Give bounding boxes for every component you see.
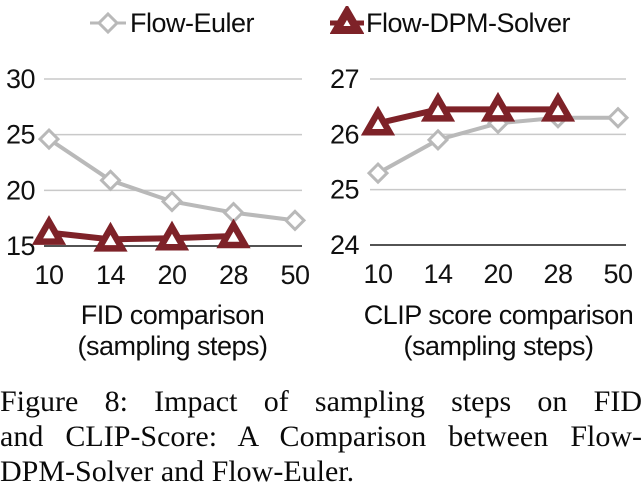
fid-chart-title-line: FID comparison	[80, 300, 265, 330]
y-tick-label: 27	[330, 64, 359, 94]
data-point-marker-diamond	[366, 161, 390, 185]
y-tick-label: 30	[6, 64, 35, 94]
data-point-marker-triangle	[216, 218, 251, 249]
legend-label-flow-euler: Flow-Euler	[130, 7, 255, 38]
data-point-marker-triangle	[360, 105, 396, 136]
clip-chart-subtitle: (sampling steps)	[403, 331, 594, 361]
legend-label-flow-dpm-solver: Flow-DPM-Solver	[366, 7, 571, 38]
x-tick-label: 50	[603, 259, 632, 289]
fid-chart-title: FID comparison (sampling steps)	[30, 300, 315, 362]
x-tick-label: 10	[34, 260, 63, 290]
data-point-marker-diamond	[283, 209, 307, 232]
triangle-marker-icon	[330, 6, 364, 34]
caption-line-3: DPM-Solver and Flow-Euler.	[0, 455, 355, 488]
x-tick-label: 10	[363, 259, 392, 289]
x-tick-label: 14	[423, 259, 453, 289]
data-point-marker-triangle	[540, 91, 576, 122]
series-line-flow-dpm-solver	[48, 229, 234, 243]
y-tick-label: 15	[6, 231, 35, 261]
y-tick-label: 25	[330, 175, 359, 205]
data-point-marker-diamond	[160, 190, 184, 213]
data-point-marker-diamond	[606, 106, 630, 129]
x-tick-label: 20	[157, 260, 186, 290]
caption-line-1: Figure 8: Impact of sampling steps on FI…	[0, 385, 642, 418]
x-tick-label: 28	[543, 259, 572, 289]
y-tick-label: 20	[6, 175, 35, 205]
data-point-marker-triangle	[154, 220, 190, 251]
x-tick-label: 14	[96, 260, 126, 290]
y-tick-label: 26	[330, 119, 359, 149]
data-point-marker-diamond	[37, 127, 61, 151]
legend-item-flow-euler: Flow-Euler	[88, 6, 255, 40]
data-point-marker-triangle	[420, 91, 456, 122]
x-tick-label: 50	[280, 260, 309, 290]
y-tick-label: 25	[6, 120, 35, 150]
data-point-marker-diamond	[426, 128, 450, 151]
data-point-marker-diamond	[99, 169, 122, 192]
caption-line-2: and CLIP-Score: A Comparison between Flo…	[0, 420, 642, 453]
x-tick-label: 28	[219, 260, 248, 290]
legend-item-flow-dpm-solver: Flow-DPM-Solver	[330, 6, 571, 40]
diamond-marker-icon	[90, 11, 126, 35]
y-tick-label: 24	[330, 230, 360, 260]
fid-chart-subtitle: (sampling steps)	[77, 331, 268, 361]
clip-chart-title: CLIP score comparison (sampling steps)	[356, 300, 641, 362]
data-point-marker-triangle	[31, 215, 67, 245]
series-line-flow-dpm-solver	[377, 106, 558, 127]
clip-chart-title-line: CLIP score comparison	[363, 300, 634, 330]
figure-caption: Figure 8: Impact of sampling steps on FI…	[0, 384, 642, 489]
data-point-marker-triangle	[480, 91, 516, 122]
data-point-marker-triangle	[93, 221, 128, 252]
x-tick-label: 20	[483, 259, 512, 289]
